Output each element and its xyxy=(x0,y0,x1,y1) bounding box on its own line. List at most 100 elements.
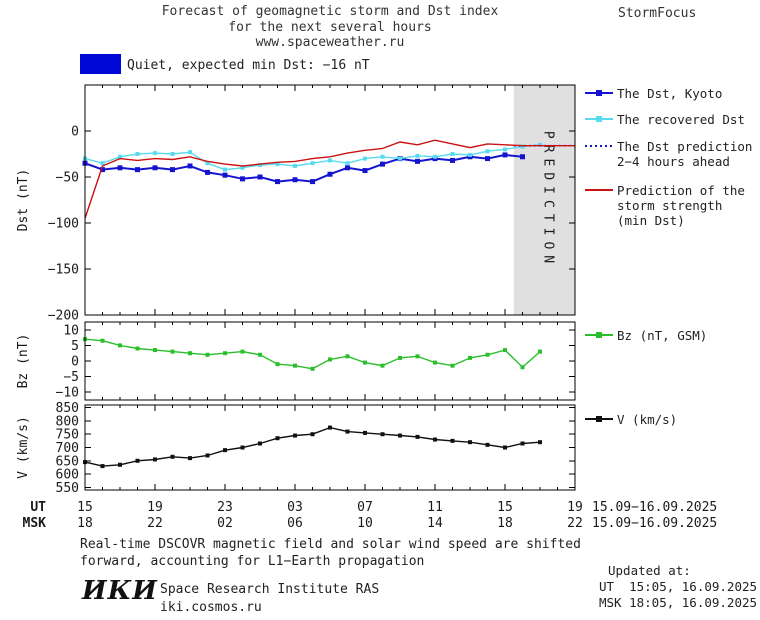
y-tick-label: 650 xyxy=(56,454,79,469)
series-marker xyxy=(223,351,227,356)
series-marker xyxy=(538,349,542,354)
y-tick-label: −200 xyxy=(48,309,79,324)
storm-strength-line-icon xyxy=(584,184,614,196)
series-marker xyxy=(258,441,262,446)
bz-marker-svg xyxy=(585,332,613,338)
series-marker xyxy=(415,354,420,359)
x-tick-label: 15 xyxy=(77,500,93,515)
series-marker xyxy=(502,152,508,158)
series-marker xyxy=(187,163,193,169)
series-marker xyxy=(310,179,315,185)
series-marker xyxy=(345,429,350,434)
series-marker xyxy=(292,177,298,183)
series-marker xyxy=(328,357,332,362)
series-marker xyxy=(223,448,227,453)
y-tick-label: 5 xyxy=(71,339,79,354)
series-marker xyxy=(328,425,332,430)
legend-v: V (km/s) xyxy=(584,412,677,427)
x-tick-label: 10 xyxy=(357,516,373,531)
series-marker xyxy=(503,445,507,450)
series-marker xyxy=(398,433,402,438)
series-marker xyxy=(275,162,280,167)
series-marker xyxy=(433,437,437,442)
y-tick-label: 750 xyxy=(56,428,79,443)
y-axis-title: Dst (nT) xyxy=(16,169,31,232)
series-marker xyxy=(363,430,367,435)
series-marker xyxy=(415,158,420,164)
series-marker xyxy=(327,171,333,177)
series-marker xyxy=(485,156,490,162)
series-marker xyxy=(135,346,140,351)
y-tick-label: −50 xyxy=(56,171,79,186)
dst-kyoto-line-icon xyxy=(584,87,614,99)
y-tick-label: 600 xyxy=(56,468,79,483)
series-marker xyxy=(258,163,262,168)
legend-recovered-dst: The recovered Dst xyxy=(584,112,745,127)
y-tick-label: 0 xyxy=(71,125,79,140)
y-tick-label: 0 xyxy=(71,355,79,370)
legend-v-label: V (km/s) xyxy=(617,412,678,427)
y-tick-label: 850 xyxy=(56,401,79,416)
series-marker xyxy=(503,348,507,353)
title-line-2: for the next several hours xyxy=(228,19,432,35)
series-marker xyxy=(538,440,542,445)
series-marker xyxy=(205,453,210,458)
series-marker xyxy=(485,149,490,154)
series-marker xyxy=(398,156,402,161)
legend-bz: Bz (nT, GSM) xyxy=(584,328,707,343)
series-marker xyxy=(275,179,280,185)
series-marker xyxy=(415,153,420,158)
series-marker xyxy=(100,464,105,469)
x-tick-label: 19 xyxy=(567,500,583,515)
recovered-dst-line-icon xyxy=(584,113,614,125)
x-tick-label: 18 xyxy=(497,516,513,531)
series-marker xyxy=(450,152,455,156)
series-marker xyxy=(118,154,122,159)
series-marker xyxy=(135,167,140,173)
series-marker xyxy=(223,167,227,172)
series-marker xyxy=(188,150,192,155)
series-marker xyxy=(240,165,245,170)
series-marker xyxy=(450,438,455,443)
recovered-dst-marker-svg xyxy=(585,116,613,122)
prediction-band-label: PREDICTION xyxy=(540,131,555,269)
legend-dst-prediction: The Dst prediction 2−4 hours ahead xyxy=(584,139,752,169)
v-line-icon xyxy=(584,413,614,425)
series-marker xyxy=(433,360,437,365)
y-tick-label: −150 xyxy=(48,263,79,278)
quiet-level-swatch xyxy=(80,54,121,74)
panel-frame xyxy=(84,84,576,316)
series-marker xyxy=(398,355,402,360)
x-tick-label: 07 xyxy=(357,500,373,515)
series-marker xyxy=(188,351,192,356)
institute-site-url: iki.cosmos.ru xyxy=(160,600,262,615)
series-marker xyxy=(503,147,507,152)
series-marker xyxy=(345,165,350,171)
series-marker xyxy=(240,445,245,450)
footnote: Real-time DSCOVR magnetic field and sola… xyxy=(80,537,581,569)
x-tick-label: 18 xyxy=(77,516,93,531)
series-marker xyxy=(135,458,140,463)
series-marker xyxy=(293,163,297,168)
series-marker xyxy=(293,363,297,368)
series-marker xyxy=(450,157,455,163)
x-tick-label: 22 xyxy=(147,516,163,531)
series-marker xyxy=(415,434,420,439)
series-marker xyxy=(380,363,385,368)
x-tick-label: 19 xyxy=(147,500,163,515)
series-marker xyxy=(520,441,525,446)
legend-bz-label: Bz (nT, GSM) xyxy=(617,328,708,343)
x-tick-label: 23 xyxy=(217,500,233,515)
bz-line-icon xyxy=(584,329,614,341)
series-marker xyxy=(520,365,525,370)
series-marker xyxy=(380,432,385,437)
updated-at-ut: UT 15:05, 16.09.2025 xyxy=(599,579,758,594)
series-marker xyxy=(153,151,157,156)
storm-strength-marker-svg xyxy=(585,189,613,191)
series-marker xyxy=(485,442,490,447)
y-axis-title: V (km/s) xyxy=(16,416,31,479)
series-marker xyxy=(363,156,367,161)
legend-dst-prediction-label: The Dst prediction 2−4 hours ahead xyxy=(617,139,753,169)
series-marker xyxy=(380,161,385,167)
y-tick-label: −10 xyxy=(56,386,79,401)
